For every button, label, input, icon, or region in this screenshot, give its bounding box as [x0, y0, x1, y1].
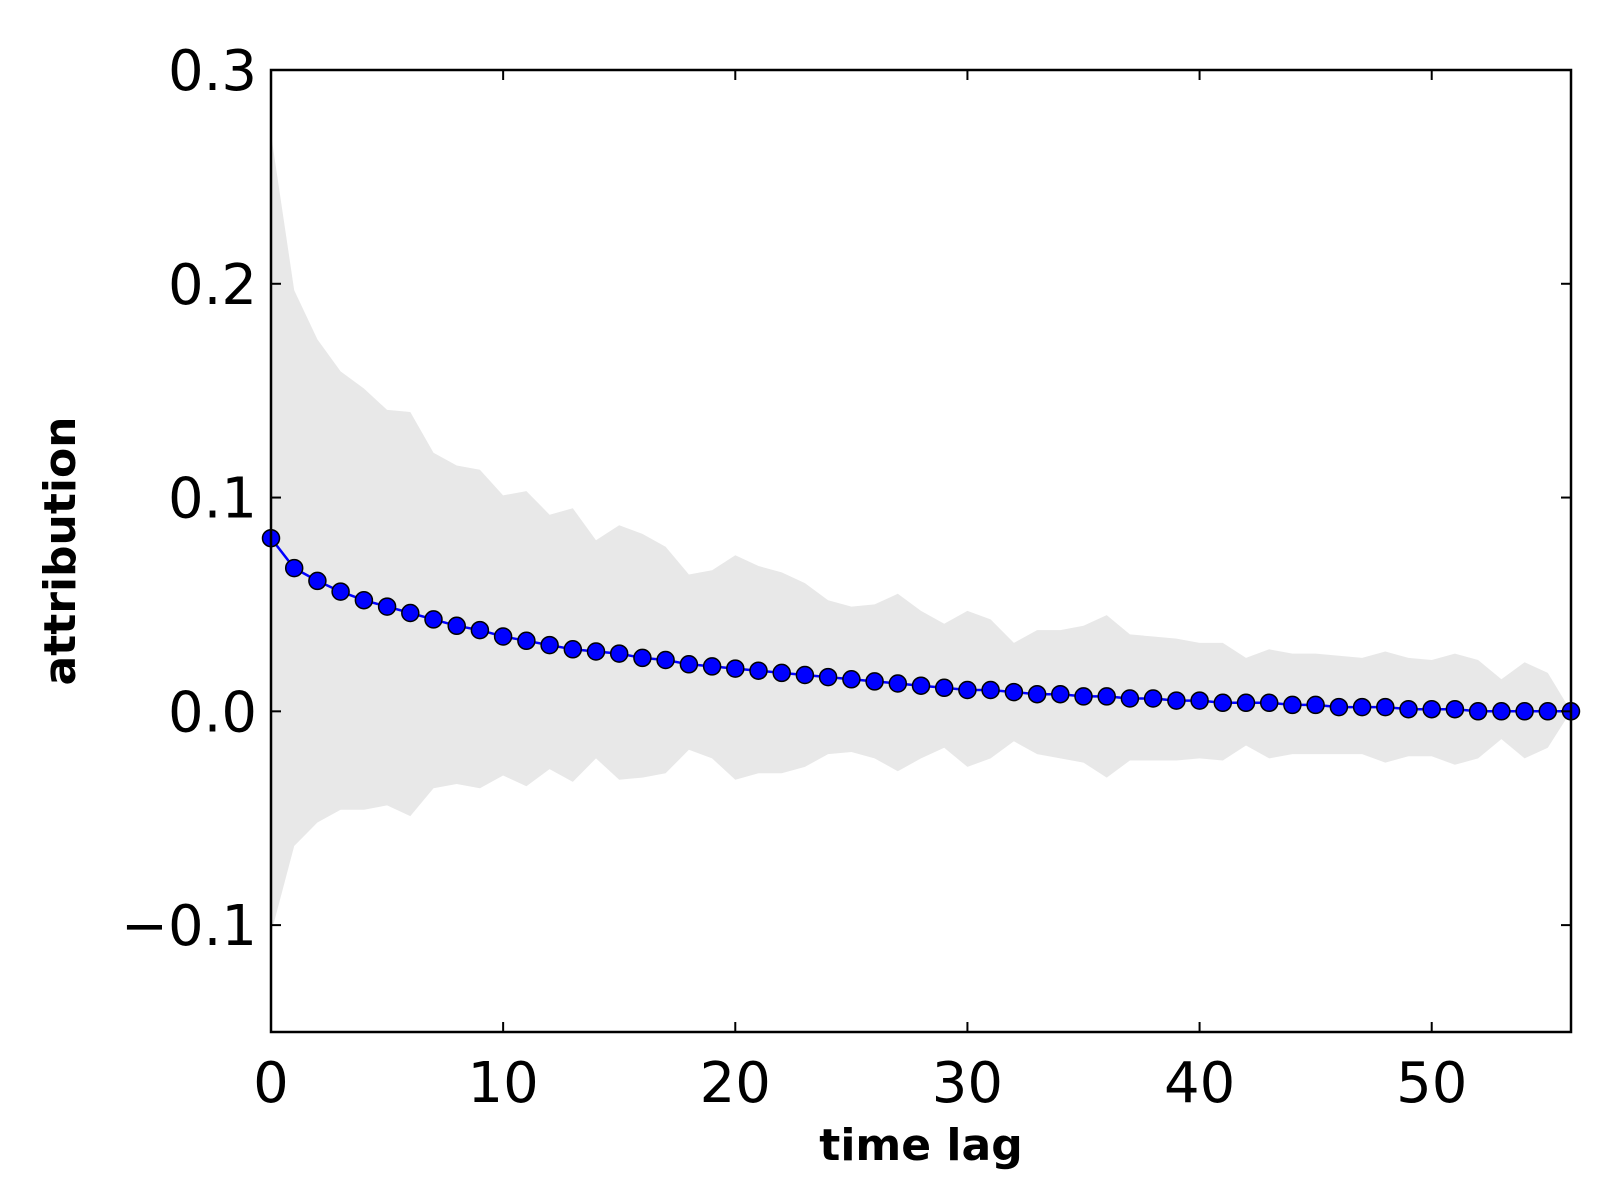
data-point: [772, 663, 791, 683]
y-tick-label: −0.1: [121, 894, 257, 959]
x-tick-label: 0: [253, 1051, 289, 1116]
data-point: [1329, 697, 1349, 717]
data-point: [1306, 695, 1325, 715]
data-point: [424, 610, 443, 629]
plot-frame: [269, 68, 1573, 1034]
x-tick-label: 20: [700, 1051, 771, 1116]
data-point: [1422, 699, 1441, 719]
data-point: [749, 661, 768, 680]
data-point: [1167, 691, 1186, 710]
data-point: [308, 571, 327, 591]
tick-marks-layer: [270, 69, 1571, 1032]
data-point: [354, 590, 374, 610]
data-point: [795, 665, 815, 685]
data-point: [284, 558, 304, 578]
data-point: [865, 672, 884, 691]
x-tick-label: 30: [932, 1051, 1003, 1116]
data-point: [1515, 702, 1534, 721]
data-point: [1283, 695, 1302, 715]
data-point: [1051, 684, 1070, 704]
confidence-band: [271, 134, 1571, 934]
y-tick-label: 0.3: [168, 39, 257, 104]
data-point: [1074, 687, 1093, 706]
data-point: [331, 582, 350, 601]
x-tick-label: 40: [1164, 1051, 1235, 1116]
data-point: [1445, 699, 1465, 719]
x-axis-label: time lag: [819, 1120, 1022, 1171]
data-point: [609, 644, 629, 663]
data-point: [702, 657, 722, 676]
y-tick-labels: −0.1 0.0 0.1 0.2 0.3: [121, 39, 257, 959]
y-tick-label: 0.1: [168, 467, 257, 532]
data-point: [1143, 689, 1163, 708]
data-point: [540, 635, 559, 655]
data-point: [586, 642, 606, 661]
data-point: [470, 620, 490, 640]
data-point: [1190, 691, 1209, 710]
data-point: [1236, 693, 1256, 713]
y-axis-label: attribution: [35, 416, 86, 685]
data-point: [447, 616, 466, 636]
data-point: [1259, 693, 1279, 713]
data-point: [1120, 689, 1140, 708]
x-tick-label: 50: [1396, 1051, 1467, 1116]
confidence-band-layer: [271, 134, 1571, 934]
data-point: [958, 680, 977, 700]
data-point: [679, 655, 699, 674]
data-point: [842, 670, 861, 689]
data-point: [656, 650, 675, 670]
data-point: [493, 627, 513, 646]
data-point: [1468, 702, 1488, 721]
x-tick-label: 10: [468, 1051, 539, 1116]
data-point: [726, 659, 745, 678]
data-point: [1492, 702, 1511, 721]
x-tick-labels: 0 10 20 30 40 50: [253, 1051, 1467, 1116]
data-point: [563, 640, 583, 659]
data-point: [911, 676, 931, 695]
data-point: [818, 667, 838, 687]
data-point: [1376, 697, 1395, 717]
data-point: [934, 678, 954, 698]
data-point: [517, 631, 536, 651]
data-point: [981, 680, 1000, 700]
data-point: [1213, 693, 1233, 713]
data-point: [1352, 697, 1372, 717]
data-point: [888, 674, 908, 693]
data-point: [401, 603, 420, 623]
y-tick-label: 0.0: [168, 680, 257, 745]
data-point: [1027, 684, 1047, 704]
data-point: [1399, 699, 1418, 719]
data-point: [633, 648, 652, 668]
data-point: [1538, 702, 1558, 721]
data-points-layer: [261, 528, 1581, 721]
data-point: [377, 597, 397, 616]
data-point: [1097, 687, 1116, 706]
data-point: [1004, 682, 1024, 702]
y-tick-label: 0.2: [168, 253, 257, 318]
